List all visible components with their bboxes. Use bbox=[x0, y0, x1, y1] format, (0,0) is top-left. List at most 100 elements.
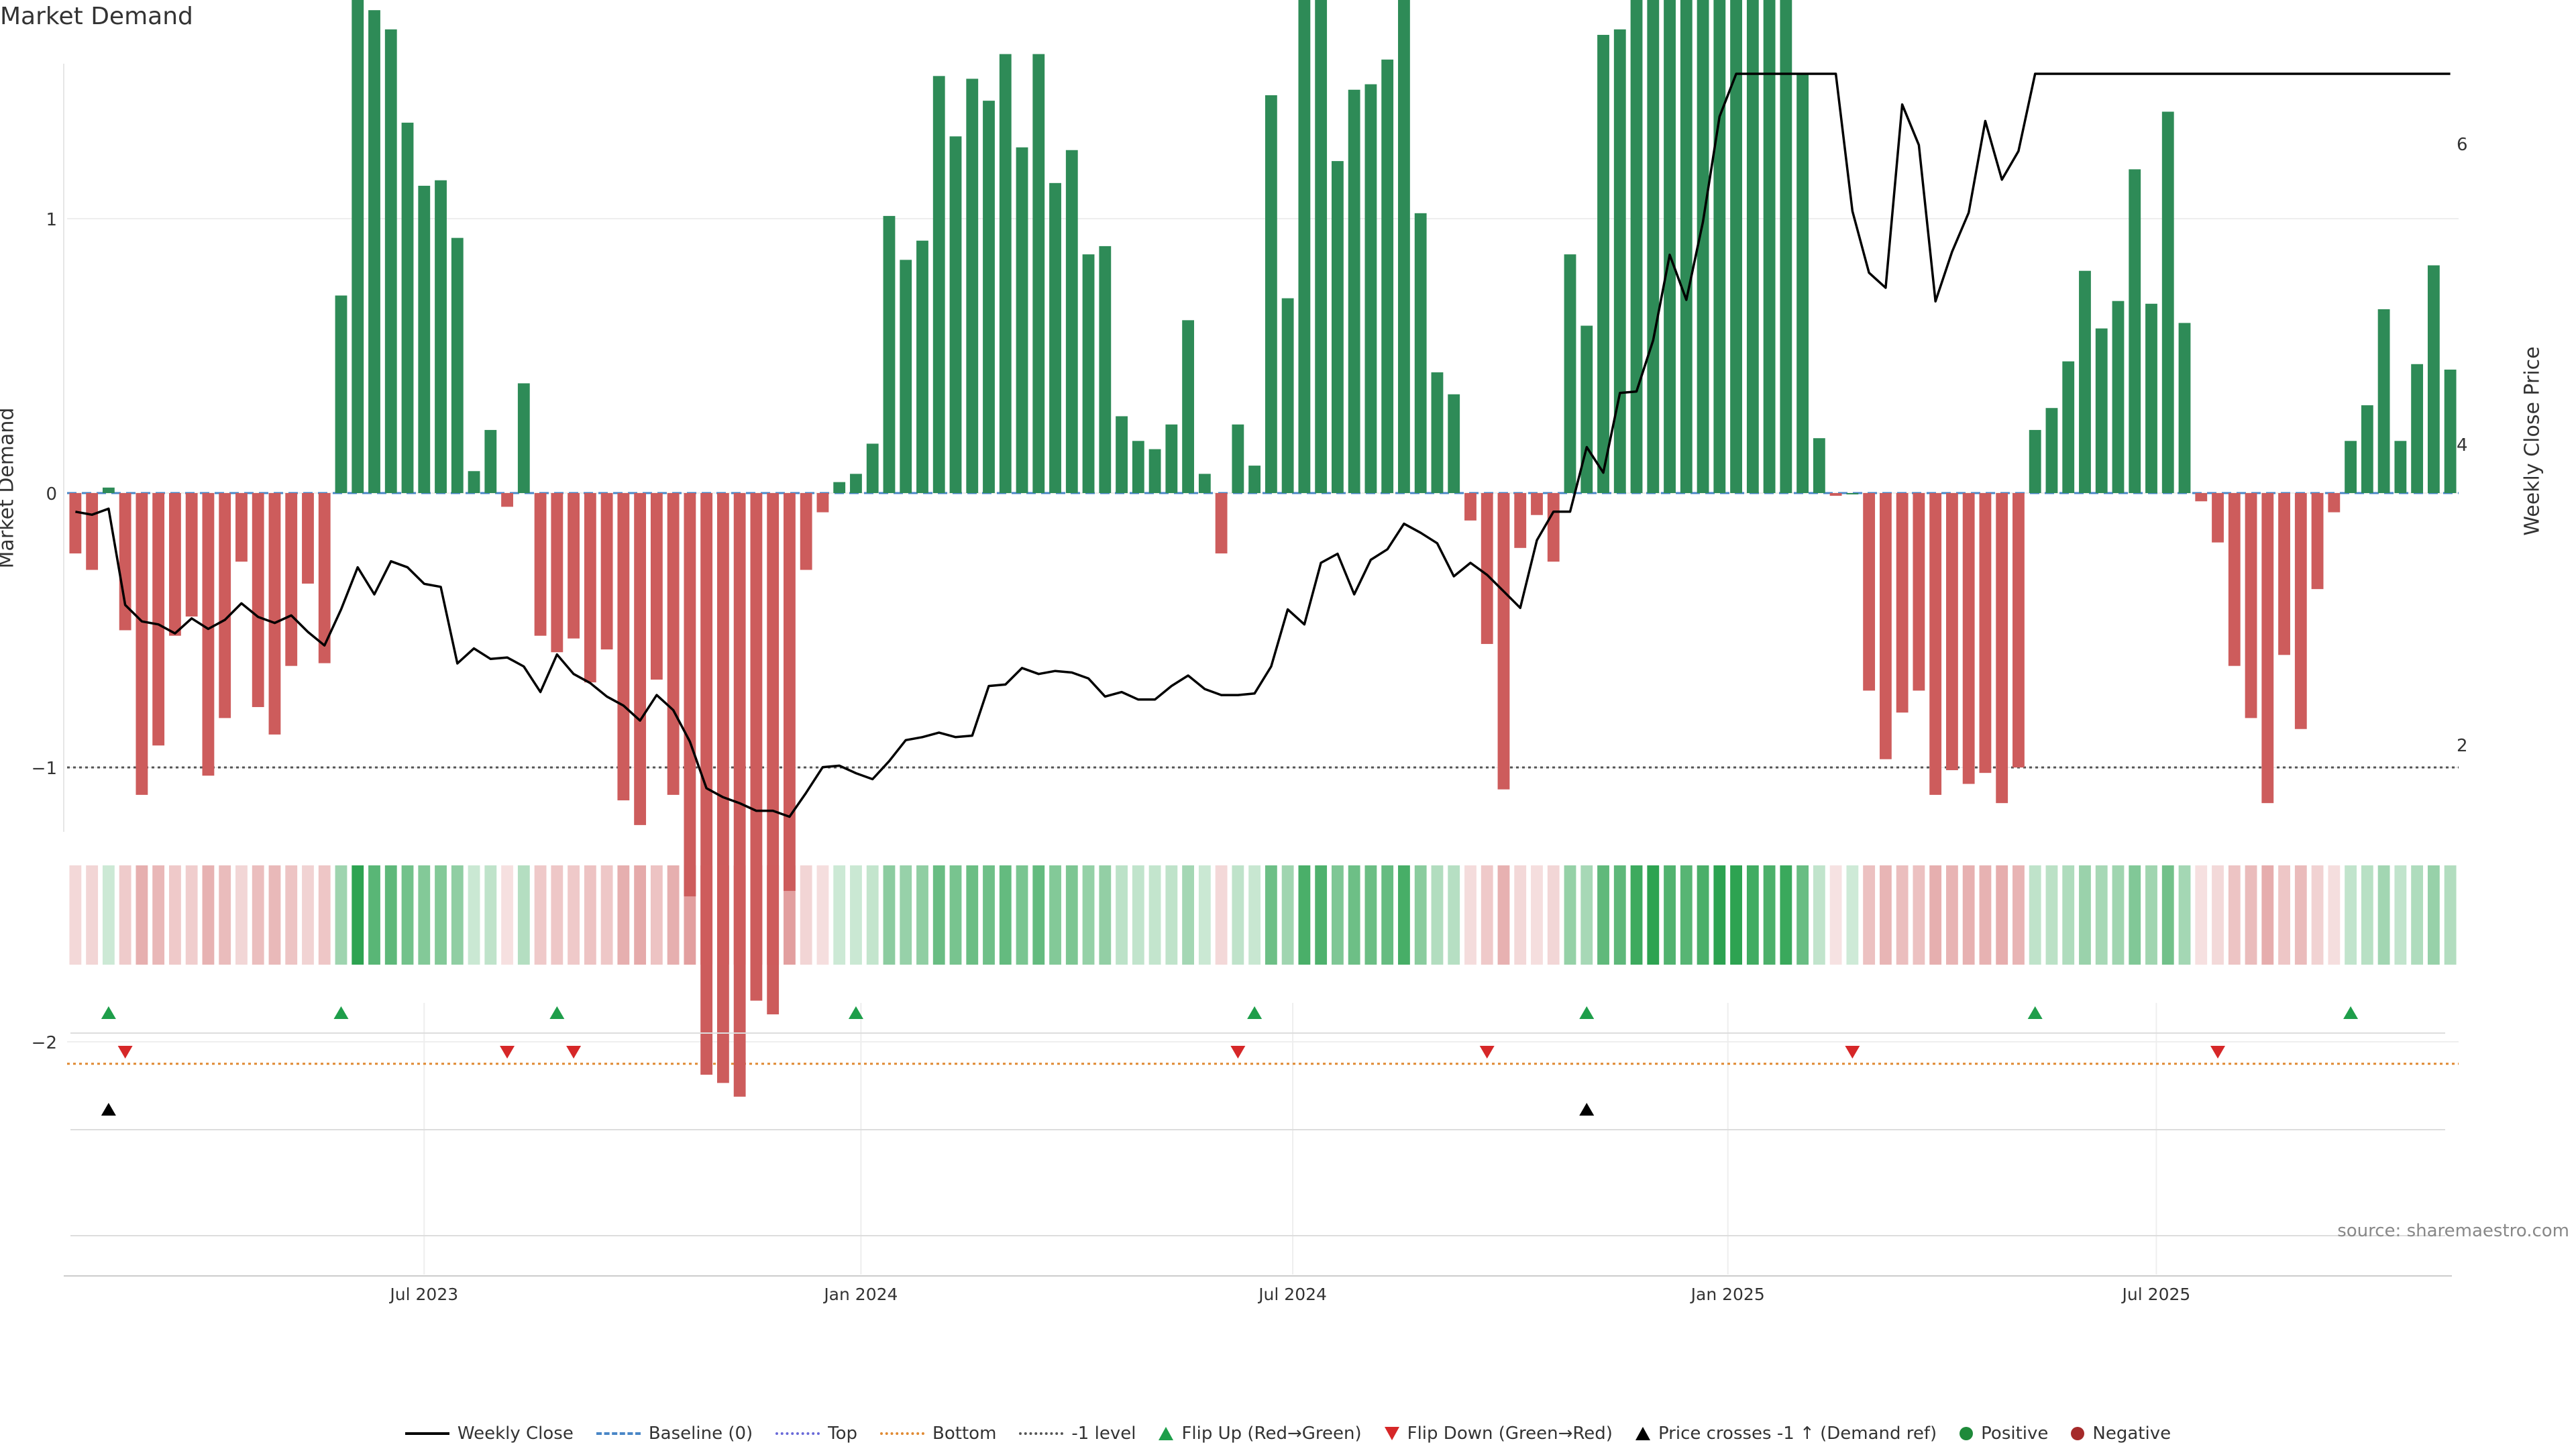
heat-cell bbox=[1248, 865, 1260, 965]
legend-item-negative[interactable]: Negative bbox=[2071, 1424, 2171, 1444]
heat-cell bbox=[2012, 865, 2025, 965]
demand-bar bbox=[2062, 362, 2074, 493]
legend-item-positive[interactable]: Positive bbox=[1960, 1424, 2048, 1444]
heat-cell bbox=[1580, 865, 1593, 965]
legend-item-baseline[interactable]: Baseline (0) bbox=[596, 1424, 753, 1444]
demand-bar bbox=[651, 493, 663, 680]
legend-label: Flip Up (Red→Green) bbox=[1181, 1424, 1361, 1444]
flip-up-marker bbox=[549, 1006, 564, 1019]
demand-bar bbox=[634, 493, 646, 825]
heat-cell bbox=[335, 865, 347, 965]
demand-bar bbox=[916, 241, 928, 493]
demand-bar bbox=[2245, 493, 2257, 718]
heat-cell bbox=[1963, 865, 1975, 965]
demand-bar bbox=[219, 493, 231, 718]
legend-label: Bottom bbox=[932, 1424, 996, 1444]
heat-cell bbox=[1764, 865, 1776, 965]
flip-down-marker bbox=[2210, 1046, 2225, 1059]
heat-cell bbox=[2361, 865, 2373, 965]
heat-cell bbox=[817, 865, 829, 965]
heat-cell bbox=[2245, 865, 2257, 965]
heat-cell bbox=[1348, 865, 1360, 965]
legend-label: Price crosses -1 ↑ (Demand ref) bbox=[1658, 1424, 1937, 1444]
left-tick-label: 1 bbox=[46, 210, 57, 230]
heat-cell bbox=[1365, 865, 1377, 965]
line-dashed-icon bbox=[596, 1432, 641, 1435]
legend-item-price-cross[interactable]: Price crosses -1 ↑ (Demand ref) bbox=[1635, 1424, 1937, 1444]
demand-bar bbox=[2112, 301, 2125, 493]
heat-cell bbox=[1531, 865, 1543, 965]
demand-bar bbox=[667, 493, 680, 795]
demand-bar bbox=[269, 493, 281, 735]
demand-bar bbox=[252, 493, 264, 707]
legend-label: Flip Down (Green→Red) bbox=[1407, 1424, 1613, 1444]
heat-cell bbox=[1946, 865, 1958, 965]
heat-cell bbox=[1896, 865, 1909, 965]
heat-cell bbox=[751, 865, 763, 965]
heat-cell bbox=[368, 865, 380, 965]
demand-bar bbox=[2378, 309, 2390, 493]
heat-cell bbox=[501, 865, 513, 965]
legend-item-flip-up[interactable]: Flip Up (Red→Green) bbox=[1159, 1424, 1361, 1444]
heat-cell bbox=[684, 865, 696, 965]
demand-bar bbox=[900, 260, 912, 493]
heat-cell bbox=[800, 865, 812, 965]
legend-item-weekly-close[interactable]: Weekly Close bbox=[405, 1424, 574, 1444]
heat-cell bbox=[86, 865, 98, 965]
demand-bar bbox=[152, 493, 164, 745]
heat-cell bbox=[1664, 865, 1676, 965]
left-tick-label: −1 bbox=[32, 759, 57, 779]
heat-cell bbox=[651, 865, 663, 965]
legend-item-minus-one[interactable]: -1 level bbox=[1019, 1424, 1136, 1444]
demand-bar bbox=[203, 493, 215, 775]
dot-red-icon bbox=[2071, 1427, 2084, 1440]
heat-cell bbox=[1730, 865, 1742, 965]
triangle-down-red-icon bbox=[1385, 1427, 1399, 1440]
demand-bar bbox=[700, 493, 712, 1075]
legend-item-bottom[interactable]: Bottom bbox=[880, 1424, 996, 1444]
demand-bar bbox=[2079, 271, 2091, 493]
demand-bar bbox=[484, 430, 496, 493]
legend-item-top[interactable]: Top bbox=[775, 1424, 857, 1444]
legend-item-flip-down[interactable]: Flip Down (Green→Red) bbox=[1385, 1424, 1613, 1444]
price-cross-marker bbox=[1579, 1103, 1594, 1116]
demand-heat-strip bbox=[69, 865, 2456, 965]
demand-bar bbox=[2361, 405, 2373, 493]
demand-bar bbox=[1498, 493, 1510, 790]
heat-cell bbox=[900, 865, 912, 965]
heat-cell bbox=[302, 865, 314, 965]
heat-cell bbox=[1464, 865, 1477, 965]
heat-cell bbox=[484, 865, 496, 965]
heat-cell bbox=[1880, 865, 1892, 965]
demand-bar bbox=[1996, 493, 2008, 803]
heat-cell bbox=[2445, 865, 2457, 965]
demand-bar bbox=[966, 78, 978, 493]
demand-bar bbox=[1664, 0, 1676, 493]
heat-cell bbox=[1415, 865, 1427, 965]
heat-cell bbox=[1066, 865, 1078, 965]
heat-cell bbox=[1265, 865, 1277, 965]
heat-cell bbox=[2378, 865, 2390, 965]
demand-bar bbox=[1265, 95, 1277, 493]
flip-down-marker bbox=[566, 1046, 581, 1059]
flip-down-marker bbox=[1845, 1046, 1860, 1059]
demand-bar bbox=[1896, 493, 1909, 712]
heat-cell bbox=[1298, 865, 1310, 965]
heat-cell bbox=[2096, 865, 2108, 965]
demand-bar bbox=[933, 76, 945, 493]
heat-cell bbox=[983, 865, 995, 965]
demand-bar bbox=[883, 216, 896, 493]
demand-bar bbox=[1149, 449, 1161, 493]
heat-cell bbox=[2046, 865, 2058, 965]
demand-bar bbox=[617, 493, 629, 800]
demand-bar bbox=[601, 493, 613, 649]
demand-bar bbox=[1049, 183, 1061, 493]
heat-cell bbox=[601, 865, 613, 965]
heat-cell bbox=[69, 865, 81, 965]
demand-bar bbox=[1614, 30, 1626, 493]
heat-cell bbox=[717, 865, 729, 965]
heat-cell bbox=[319, 865, 331, 965]
demand-bar bbox=[435, 180, 447, 493]
demand-bar bbox=[69, 493, 81, 553]
demand-bar bbox=[1116, 416, 1128, 493]
